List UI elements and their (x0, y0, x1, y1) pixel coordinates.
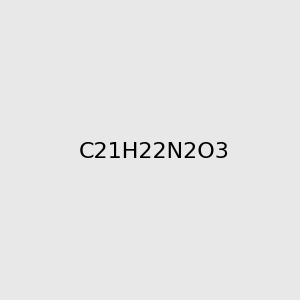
Text: C21H22N2O3: C21H22N2O3 (78, 142, 229, 161)
